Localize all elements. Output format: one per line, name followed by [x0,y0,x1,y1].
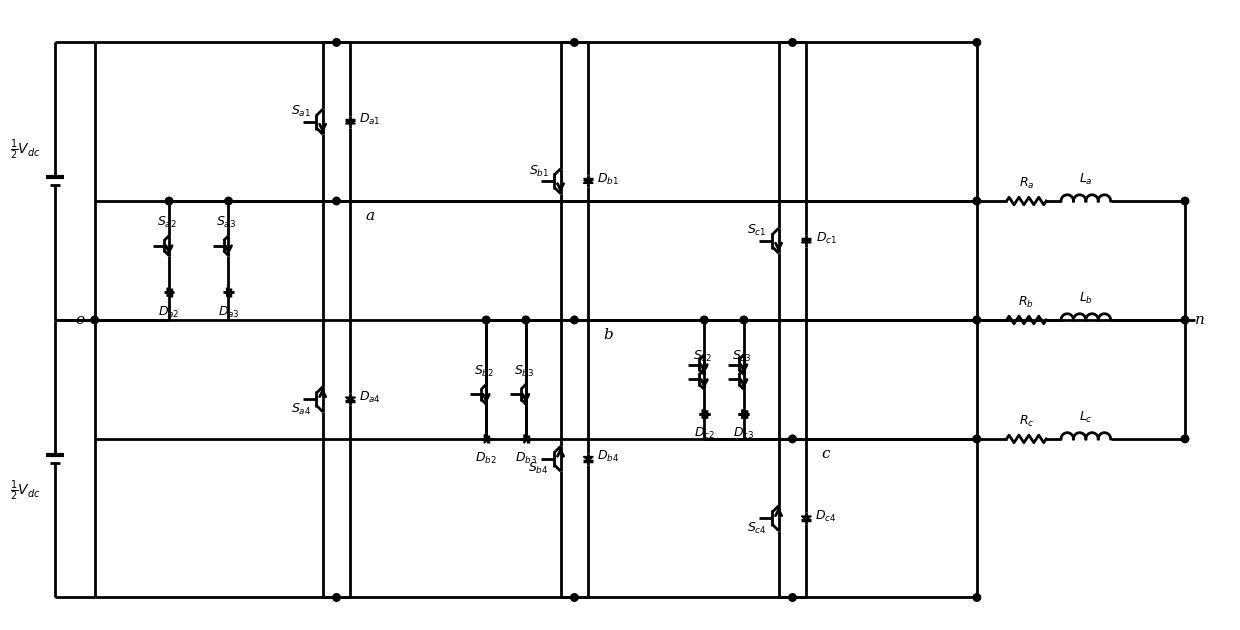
Circle shape [1182,316,1189,324]
Text: $R_c$: $R_c$ [1019,413,1034,428]
Text: $S_{b2}$: $S_{b2}$ [474,364,495,379]
Text: $S_{a1}$: $S_{a1}$ [291,104,311,119]
Text: $D_{a2}$: $D_{a2}$ [159,304,180,319]
Polygon shape [346,120,356,124]
Circle shape [789,593,796,601]
Text: $S_{c3}$: $S_{c3}$ [732,349,751,364]
Text: $S_{a2}$: $S_{a2}$ [157,215,177,231]
Circle shape [740,316,748,324]
Text: $D_{b2}$: $D_{b2}$ [475,451,497,466]
Text: $S_{b1}$: $S_{b1}$ [528,164,549,179]
Text: $S_{b3}$: $S_{b3}$ [513,364,534,379]
Text: $D_{c2}$: $D_{c2}$ [693,427,714,442]
Text: $\frac{1}{2}V_{dc}$: $\frac{1}{2}V_{dc}$ [10,478,41,503]
Text: $D_{a4}$: $D_{a4}$ [360,390,381,405]
Text: $S_{c2}$: $S_{c2}$ [693,349,712,364]
Polygon shape [801,239,811,243]
Text: $D_{b3}$: $D_{b3}$ [515,451,537,466]
Circle shape [332,197,340,205]
Circle shape [570,38,578,46]
Polygon shape [227,288,231,297]
Polygon shape [583,179,593,183]
Text: $D_{b4}$: $D_{b4}$ [596,449,619,464]
Polygon shape [742,410,745,418]
Text: $S_{a3}$: $S_{a3}$ [217,215,237,231]
Text: $D_{c3}$: $D_{c3}$ [733,427,755,442]
Text: $D_{b1}$: $D_{b1}$ [598,171,619,186]
Circle shape [789,38,796,46]
Polygon shape [801,516,811,520]
Circle shape [701,316,708,324]
Text: $\frac{1}{2}V_{dc}$: $\frac{1}{2}V_{dc}$ [10,137,41,162]
Polygon shape [702,410,706,418]
Circle shape [973,593,981,601]
Circle shape [973,38,981,46]
Polygon shape [702,410,706,418]
Circle shape [482,316,490,324]
Text: $D_{c1}$: $D_{c1}$ [816,231,837,246]
Polygon shape [525,435,528,444]
Text: $S_{b4}$: $S_{b4}$ [528,461,549,476]
Circle shape [332,38,340,46]
Circle shape [973,316,981,324]
Circle shape [789,435,796,443]
Circle shape [1182,435,1189,443]
Text: $L_c$: $L_c$ [1079,410,1092,425]
Text: $S_{a4}$: $S_{a4}$ [290,401,311,416]
Circle shape [522,316,529,324]
Text: $S_{c4}$: $S_{c4}$ [746,520,766,536]
Text: c: c [821,447,830,461]
Text: $D_{a3}$: $D_{a3}$ [217,304,239,319]
Text: $L_b$: $L_b$ [1079,290,1092,306]
Polygon shape [485,435,489,444]
Polygon shape [167,288,171,297]
Circle shape [570,316,578,324]
Circle shape [973,435,981,443]
Circle shape [1182,197,1189,205]
Text: a: a [366,209,374,223]
Text: $R_b$: $R_b$ [1018,295,1034,310]
Text: n: n [1195,313,1205,327]
Circle shape [91,316,98,324]
Circle shape [332,593,340,601]
Text: o: o [76,313,84,327]
Circle shape [165,197,172,205]
Text: b: b [603,328,613,342]
Text: $S_{c1}$: $S_{c1}$ [746,223,766,238]
Text: $R_a$: $R_a$ [1018,176,1034,191]
Circle shape [973,197,981,205]
Polygon shape [742,410,745,418]
Polygon shape [583,457,593,461]
Text: $D_{a1}$: $D_{a1}$ [360,112,381,127]
Circle shape [224,197,232,205]
Text: $D_{c4}$: $D_{c4}$ [816,508,837,524]
Circle shape [570,593,578,601]
Text: $L_a$: $L_a$ [1079,171,1092,186]
Polygon shape [346,397,356,401]
